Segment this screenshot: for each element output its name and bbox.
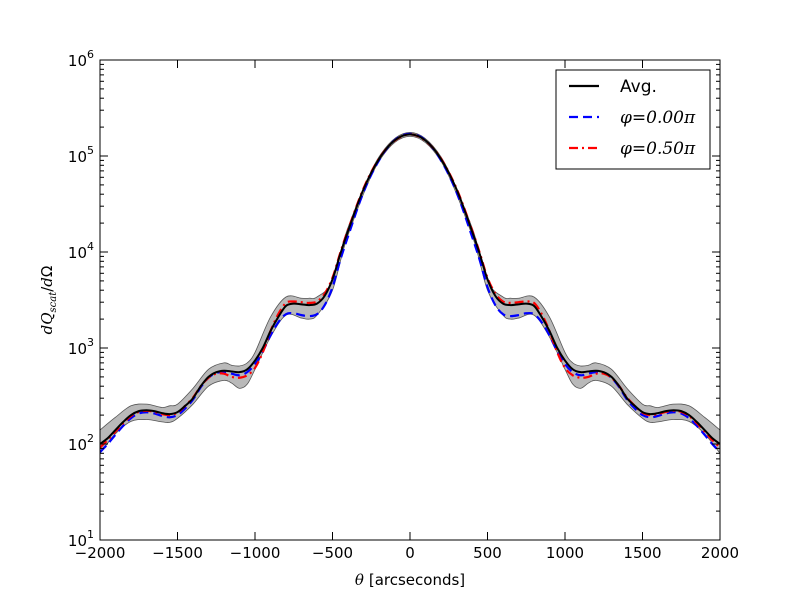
series-line-0 xyxy=(100,133,720,445)
x-tick-label: 500 xyxy=(473,544,502,562)
series-lines xyxy=(100,132,720,454)
uncertainty-band xyxy=(100,132,720,454)
x-tick-label: −500 xyxy=(312,544,353,562)
x-tick-label: −1000 xyxy=(230,544,281,562)
y-tick-label: 105 xyxy=(68,144,94,166)
legend-label-0: Avg. xyxy=(620,77,657,97)
x-axis-symbol: θ xyxy=(355,571,364,589)
y-tick-label: 102 xyxy=(68,432,94,454)
y-tick-label: 103 xyxy=(68,336,94,358)
x-tick-label: 0 xyxy=(405,544,415,562)
legend-label-2: φ=0.50π xyxy=(620,139,696,159)
band-area xyxy=(100,132,720,454)
y-tick-label: 104 xyxy=(68,240,94,262)
x-axis-unit: [arcseconds] xyxy=(369,571,465,589)
y-tick-labels: 101 102 103 104 105 106 xyxy=(68,48,94,550)
x-tick-labels: −2000 −1500 −1000 −500 0 500 1000 1500 2000 xyxy=(75,544,739,562)
x-tick-label: −2000 xyxy=(75,544,126,562)
legend-items: Avg. φ=0.00π φ=0.50π xyxy=(569,77,696,159)
y-axis-label: dQscat/dΩ xyxy=(38,266,59,335)
legend: Avg. φ=0.00π φ=0.50π xyxy=(555,69,711,170)
y-tick-label: 106 xyxy=(68,48,94,70)
y-tick-label: 101 xyxy=(68,528,94,550)
axis-ticks xyxy=(99,59,721,541)
x-tick-label: 1500 xyxy=(623,544,661,562)
x-tick-label: −1500 xyxy=(152,544,203,562)
legend-label-1: φ=0.00π xyxy=(620,108,696,128)
x-tick-label: 1000 xyxy=(546,544,584,562)
x-tick-label: 2000 xyxy=(701,544,739,562)
x-axis-label: θ [arcseconds] xyxy=(355,571,465,589)
